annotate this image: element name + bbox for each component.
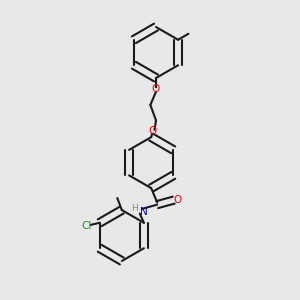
- Text: O: O: [173, 195, 182, 205]
- Text: O: O: [148, 126, 156, 136]
- Text: H: H: [131, 204, 138, 213]
- Text: N: N: [140, 207, 147, 218]
- Text: Cl: Cl: [81, 221, 92, 231]
- Text: O: O: [152, 84, 160, 94]
